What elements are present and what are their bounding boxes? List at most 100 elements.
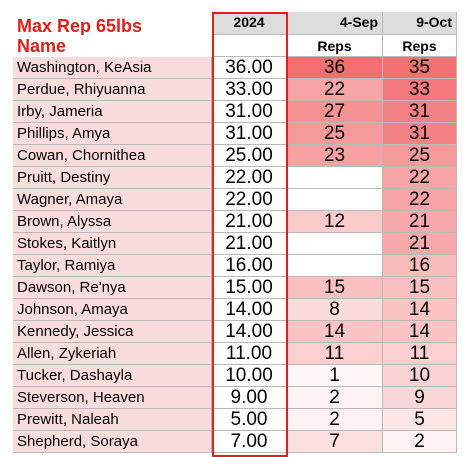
sep-reps-cell[interactable]: 8 bbox=[287, 299, 383, 321]
oct-reps-cell[interactable]: 9 bbox=[383, 387, 457, 409]
name-cell[interactable]: Wagner, Amaya bbox=[13, 189, 212, 211]
year-value-cell[interactable]: 25.00 bbox=[212, 145, 287, 167]
reps-header-oct[interactable]: Reps bbox=[383, 35, 457, 57]
name-cell[interactable]: Taylor, Ramiya bbox=[13, 255, 212, 277]
table-row: Phillips, Amya 31.00 25 31 bbox=[0, 123, 465, 145]
oct-reps-cell[interactable]: 21 bbox=[383, 211, 457, 233]
year-header[interactable]: 2024 bbox=[212, 12, 287, 35]
name-cell[interactable]: Phillips, Amya bbox=[13, 123, 212, 145]
oct-reps-cell[interactable]: 5 bbox=[383, 409, 457, 431]
year-value-cell[interactable]: 21.00 bbox=[212, 211, 287, 233]
year-value-cell[interactable]: 22.00 bbox=[212, 189, 287, 211]
oct-reps-cell[interactable]: 22 bbox=[383, 189, 457, 211]
table-row: Perdue, Rhiyuanna 33.00 22 33 bbox=[0, 79, 465, 101]
name-column-header[interactable]: Name bbox=[17, 36, 67, 56]
name-cell[interactable]: Kennedy, Jessica bbox=[13, 321, 212, 343]
table-row: Kennedy, Jessica 14.00 14 14 bbox=[0, 321, 465, 343]
oct-reps-cell[interactable]: 15 bbox=[383, 277, 457, 299]
name-cell[interactable]: Shepherd, Soraya bbox=[13, 431, 212, 453]
year-value-cell[interactable]: 16.00 bbox=[212, 255, 287, 277]
name-cell[interactable]: Prewitt, Naleah bbox=[13, 409, 212, 431]
sep-reps-cell[interactable]: 2 bbox=[287, 409, 383, 431]
year-value-cell[interactable]: 7.00 bbox=[212, 431, 287, 453]
sep-reps-cell[interactable]: 23 bbox=[287, 145, 383, 167]
year-value-cell[interactable]: 33.00 bbox=[212, 79, 287, 101]
name-cell[interactable]: Tucker, Dashayla bbox=[13, 365, 212, 387]
year-value-cell[interactable]: 36.00 bbox=[212, 57, 287, 79]
year-value-cell[interactable]: 22.00 bbox=[212, 167, 287, 189]
table-row: Tucker, Dashayla 10.00 1 10 bbox=[0, 365, 465, 387]
name-cell[interactable]: Johnson, Amaya bbox=[13, 299, 212, 321]
sep-reps-cell[interactable]: 25 bbox=[287, 123, 383, 145]
sep-reps-cell[interactable]: 36 bbox=[287, 57, 383, 79]
sep-reps-cell[interactable]: 14 bbox=[287, 321, 383, 343]
left-gutter bbox=[0, 0, 13, 457]
table-row: Washington, KeAsia 36.00 36 35 bbox=[0, 57, 465, 79]
name-cell[interactable]: Washington, KeAsia bbox=[13, 57, 212, 79]
year-value-cell[interactable]: 21.00 bbox=[212, 233, 287, 255]
year-value-cell[interactable]: 31.00 bbox=[212, 101, 287, 123]
sep-reps-cell[interactable]: 27 bbox=[287, 101, 383, 123]
sheet-top-strip bbox=[0, 0, 465, 12]
sep-reps-cell[interactable] bbox=[287, 233, 383, 255]
table-row: Allen, Zykeriah 11.00 11 11 bbox=[0, 343, 465, 365]
table-row: Wagner, Amaya 22.00 22 bbox=[0, 189, 465, 211]
year-subheader-cell[interactable] bbox=[212, 35, 287, 57]
name-cell[interactable]: Dawson, Re'nya bbox=[13, 277, 212, 299]
name-cell[interactable]: Steverson, Heaven bbox=[13, 387, 212, 409]
name-cell[interactable]: Perdue, Rhiyuanna bbox=[13, 79, 212, 101]
table-row: Cowan, Chornithea 25.00 23 25 bbox=[0, 145, 465, 167]
sep-reps-cell[interactable]: 7 bbox=[287, 431, 383, 453]
table-row: Johnson, Amaya 14.00 8 14 bbox=[0, 299, 465, 321]
table-row: Brown, Alyssa 21.00 12 21 bbox=[0, 211, 465, 233]
name-cell[interactable]: Brown, Alyssa bbox=[13, 211, 212, 233]
sep-reps-cell[interactable]: 11 bbox=[287, 343, 383, 365]
sep-reps-cell[interactable]: 22 bbox=[287, 79, 383, 101]
oct-reps-cell[interactable]: 14 bbox=[383, 299, 457, 321]
year-value-cell[interactable]: 31.00 bbox=[212, 123, 287, 145]
date-header-sep[interactable]: 4-Sep bbox=[287, 12, 383, 35]
sep-reps-cell[interactable] bbox=[287, 167, 383, 189]
year-value-cell[interactable]: 14.00 bbox=[212, 321, 287, 343]
table-row: Taylor, Ramiya 16.00 16 bbox=[0, 255, 465, 277]
name-cell[interactable]: Stokes, Kaitlyn bbox=[13, 233, 212, 255]
name-cell[interactable]: Pruitt, Destiny bbox=[13, 167, 212, 189]
sheet-title[interactable]: Max Rep 65lbs bbox=[17, 16, 143, 35]
oct-reps-cell[interactable]: 16 bbox=[383, 255, 457, 277]
oct-reps-cell[interactable]: 2 bbox=[383, 431, 457, 453]
oct-reps-cell[interactable]: 10 bbox=[383, 365, 457, 387]
table-row: Stokes, Kaitlyn 21.00 21 bbox=[0, 233, 465, 255]
table-row: Pruitt, Destiny 22.00 22 bbox=[0, 167, 465, 189]
oct-reps-cell[interactable]: 35 bbox=[383, 57, 457, 79]
oct-reps-cell[interactable]: 14 bbox=[383, 321, 457, 343]
table-row: Prewitt, Naleah 5.00 2 5 bbox=[0, 409, 465, 431]
table-row: Steverson, Heaven 9.00 2 9 bbox=[0, 387, 465, 409]
year-value-cell[interactable]: 15.00 bbox=[212, 277, 287, 299]
sep-reps-cell[interactable] bbox=[287, 189, 383, 211]
name-cell[interactable]: Cowan, Chornithea bbox=[13, 145, 212, 167]
sep-reps-cell[interactable]: 2 bbox=[287, 387, 383, 409]
oct-reps-cell[interactable]: 11 bbox=[383, 343, 457, 365]
reps-header-sep[interactable]: Reps bbox=[287, 35, 383, 57]
year-value-cell[interactable]: 14.00 bbox=[212, 299, 287, 321]
oct-reps-cell[interactable]: 31 bbox=[383, 123, 457, 145]
sep-reps-cell[interactable]: 15 bbox=[287, 277, 383, 299]
sep-reps-cell[interactable]: 1 bbox=[287, 365, 383, 387]
year-value-cell[interactable]: 10.00 bbox=[212, 365, 287, 387]
oct-reps-cell[interactable]: 31 bbox=[383, 101, 457, 123]
year-value-cell[interactable]: 5.00 bbox=[212, 409, 287, 431]
name-cell[interactable]: Irby, Jameria bbox=[13, 101, 212, 123]
oct-reps-cell[interactable]: 33 bbox=[383, 79, 457, 101]
oct-reps-cell[interactable]: 22 bbox=[383, 167, 457, 189]
year-value-cell[interactable]: 11.00 bbox=[212, 343, 287, 365]
sep-reps-cell[interactable] bbox=[287, 255, 383, 277]
right-edge bbox=[457, 0, 465, 457]
year-value-cell[interactable]: 9.00 bbox=[212, 387, 287, 409]
table-row: Irby, Jameria 31.00 27 31 bbox=[0, 101, 465, 123]
oct-reps-cell[interactable]: 21 bbox=[383, 233, 457, 255]
name-cell[interactable]: Allen, Zykeriah bbox=[13, 343, 212, 365]
sep-reps-cell[interactable]: 12 bbox=[287, 211, 383, 233]
date-header-oct[interactable]: 9-Oct bbox=[383, 12, 457, 35]
oct-reps-cell[interactable]: 25 bbox=[383, 145, 457, 167]
